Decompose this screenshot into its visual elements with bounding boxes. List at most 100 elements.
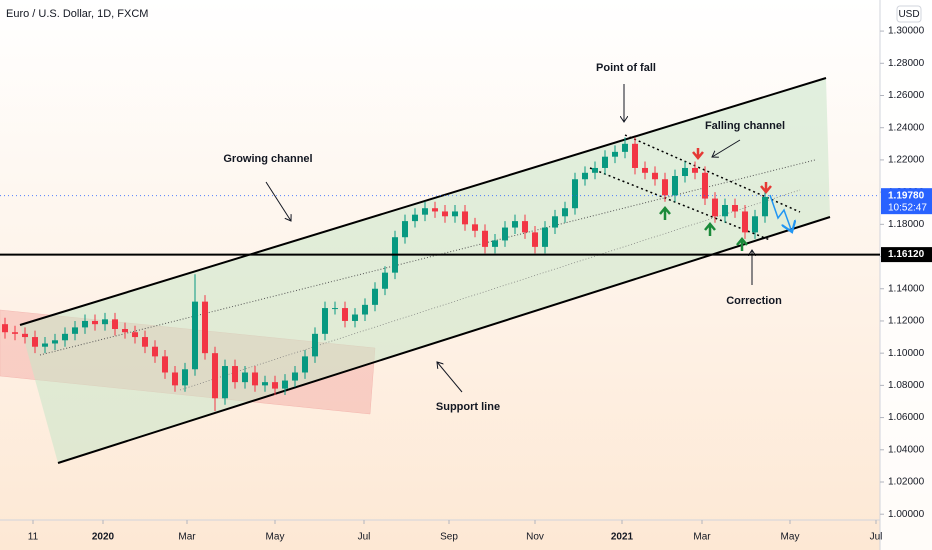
y-tick-label: 1.00000 bbox=[888, 509, 925, 520]
x-tick-label: 2020 bbox=[92, 532, 115, 543]
candle-body bbox=[212, 353, 218, 399]
candle-body bbox=[132, 332, 138, 338]
pointer bbox=[265, 181, 291, 221]
candle-body bbox=[262, 382, 268, 386]
candle-body bbox=[122, 329, 128, 333]
candle-body bbox=[282, 380, 288, 389]
x-tick-label: May bbox=[266, 532, 285, 543]
candle-body bbox=[102, 319, 108, 325]
candle-body bbox=[642, 167, 648, 173]
buy-arrow bbox=[659, 206, 671, 220]
y-tick-label: 1.02000 bbox=[888, 477, 925, 488]
candle-body bbox=[652, 172, 658, 180]
candle-body bbox=[402, 221, 408, 238]
price-label: 1.16120 bbox=[888, 249, 925, 260]
candle-body bbox=[712, 198, 718, 217]
candle-body bbox=[632, 143, 638, 168]
candles bbox=[2, 137, 768, 412]
candle-body bbox=[602, 156, 608, 168]
buy-arrow bbox=[736, 237, 748, 251]
candle-body bbox=[242, 372, 248, 383]
y-tick-label: 1.26000 bbox=[888, 90, 925, 101]
candle-body bbox=[752, 216, 758, 233]
y-tick-label: 1.10000 bbox=[888, 348, 925, 359]
pointer bbox=[712, 139, 741, 157]
candle-body bbox=[452, 211, 458, 217]
candle-body bbox=[422, 208, 428, 215]
candle-body bbox=[162, 356, 168, 373]
candle-body bbox=[152, 346, 158, 357]
candle-body bbox=[622, 143, 628, 152]
candle-body bbox=[342, 308, 348, 321]
candle-body bbox=[542, 227, 548, 247]
falling-channel-bottom bbox=[589, 167, 771, 241]
candle-body bbox=[12, 332, 18, 334]
channel-mid bbox=[39, 159, 816, 356]
candle-body bbox=[432, 208, 438, 212]
x-tick-label: 11 bbox=[28, 532, 39, 543]
x-tick-label: Mar bbox=[693, 532, 711, 543]
candle-body bbox=[762, 196, 768, 217]
candle-body bbox=[222, 366, 228, 399]
candle-body bbox=[112, 319, 118, 330]
annotation: Point of fall bbox=[596, 62, 656, 74]
candle-body bbox=[272, 382, 278, 389]
candle-body bbox=[612, 151, 618, 157]
candle-body bbox=[332, 308, 338, 310]
candle-body bbox=[742, 211, 748, 233]
candle-body bbox=[72, 327, 78, 334]
x-tick-label: Mar bbox=[178, 532, 196, 543]
x-tick-label: May bbox=[781, 532, 800, 543]
candle-body bbox=[592, 167, 598, 173]
candle-body bbox=[252, 372, 258, 386]
candle-body bbox=[172, 372, 178, 386]
price-time: 10:52:47 bbox=[888, 202, 927, 213]
candle-body bbox=[182, 369, 188, 386]
candle-body bbox=[292, 372, 298, 381]
currency-box bbox=[896, 5, 922, 23]
candle-body bbox=[662, 179, 668, 196]
y-tick-label: 1.04000 bbox=[888, 444, 925, 455]
price-label-box bbox=[881, 247, 932, 263]
candle-body bbox=[682, 167, 688, 177]
price-axis-bg bbox=[880, 0, 932, 550]
chart-title: Euro / U.S. Dollar, 1D, FXCM bbox=[6, 8, 148, 20]
price-label-box bbox=[881, 188, 932, 215]
candle-body bbox=[462, 211, 468, 225]
x-tick-label: Sep bbox=[440, 532, 458, 543]
candle-body bbox=[362, 304, 368, 315]
candle-body bbox=[512, 221, 518, 228]
price-label: 1.19780 bbox=[888, 190, 925, 201]
candle-body bbox=[312, 333, 318, 357]
x-tick-label: 2021 bbox=[611, 532, 634, 543]
candle-body bbox=[552, 216, 558, 228]
y-tick-label: 1.24000 bbox=[888, 122, 925, 133]
y-tick-label: 1.08000 bbox=[888, 380, 925, 391]
candle-body bbox=[532, 232, 538, 247]
x-tick-label: Nov bbox=[526, 532, 544, 543]
candle-body bbox=[142, 337, 148, 347]
candle-body bbox=[702, 172, 708, 199]
candle-body bbox=[692, 167, 698, 173]
candle-body bbox=[442, 211, 448, 217]
y-tick-label: 1.28000 bbox=[888, 58, 925, 69]
y-tick-label: 1.22000 bbox=[888, 155, 925, 166]
pointer bbox=[437, 362, 463, 393]
candle-body bbox=[732, 205, 738, 212]
channel-inner bbox=[179, 189, 801, 391]
candle-body bbox=[202, 301, 208, 354]
candle-body bbox=[522, 221, 528, 233]
candle-body bbox=[42, 343, 48, 347]
candle-body bbox=[372, 288, 378, 305]
candle-body bbox=[412, 214, 418, 222]
candle-body bbox=[472, 224, 478, 231]
candle-body bbox=[192, 301, 198, 370]
support-line bbox=[57, 216, 831, 464]
channel-top bbox=[19, 77, 827, 326]
candle-body bbox=[352, 314, 358, 321]
y-tick-label: 1.30000 bbox=[888, 26, 925, 37]
candle-body bbox=[302, 356, 308, 373]
candle-body bbox=[232, 366, 238, 383]
